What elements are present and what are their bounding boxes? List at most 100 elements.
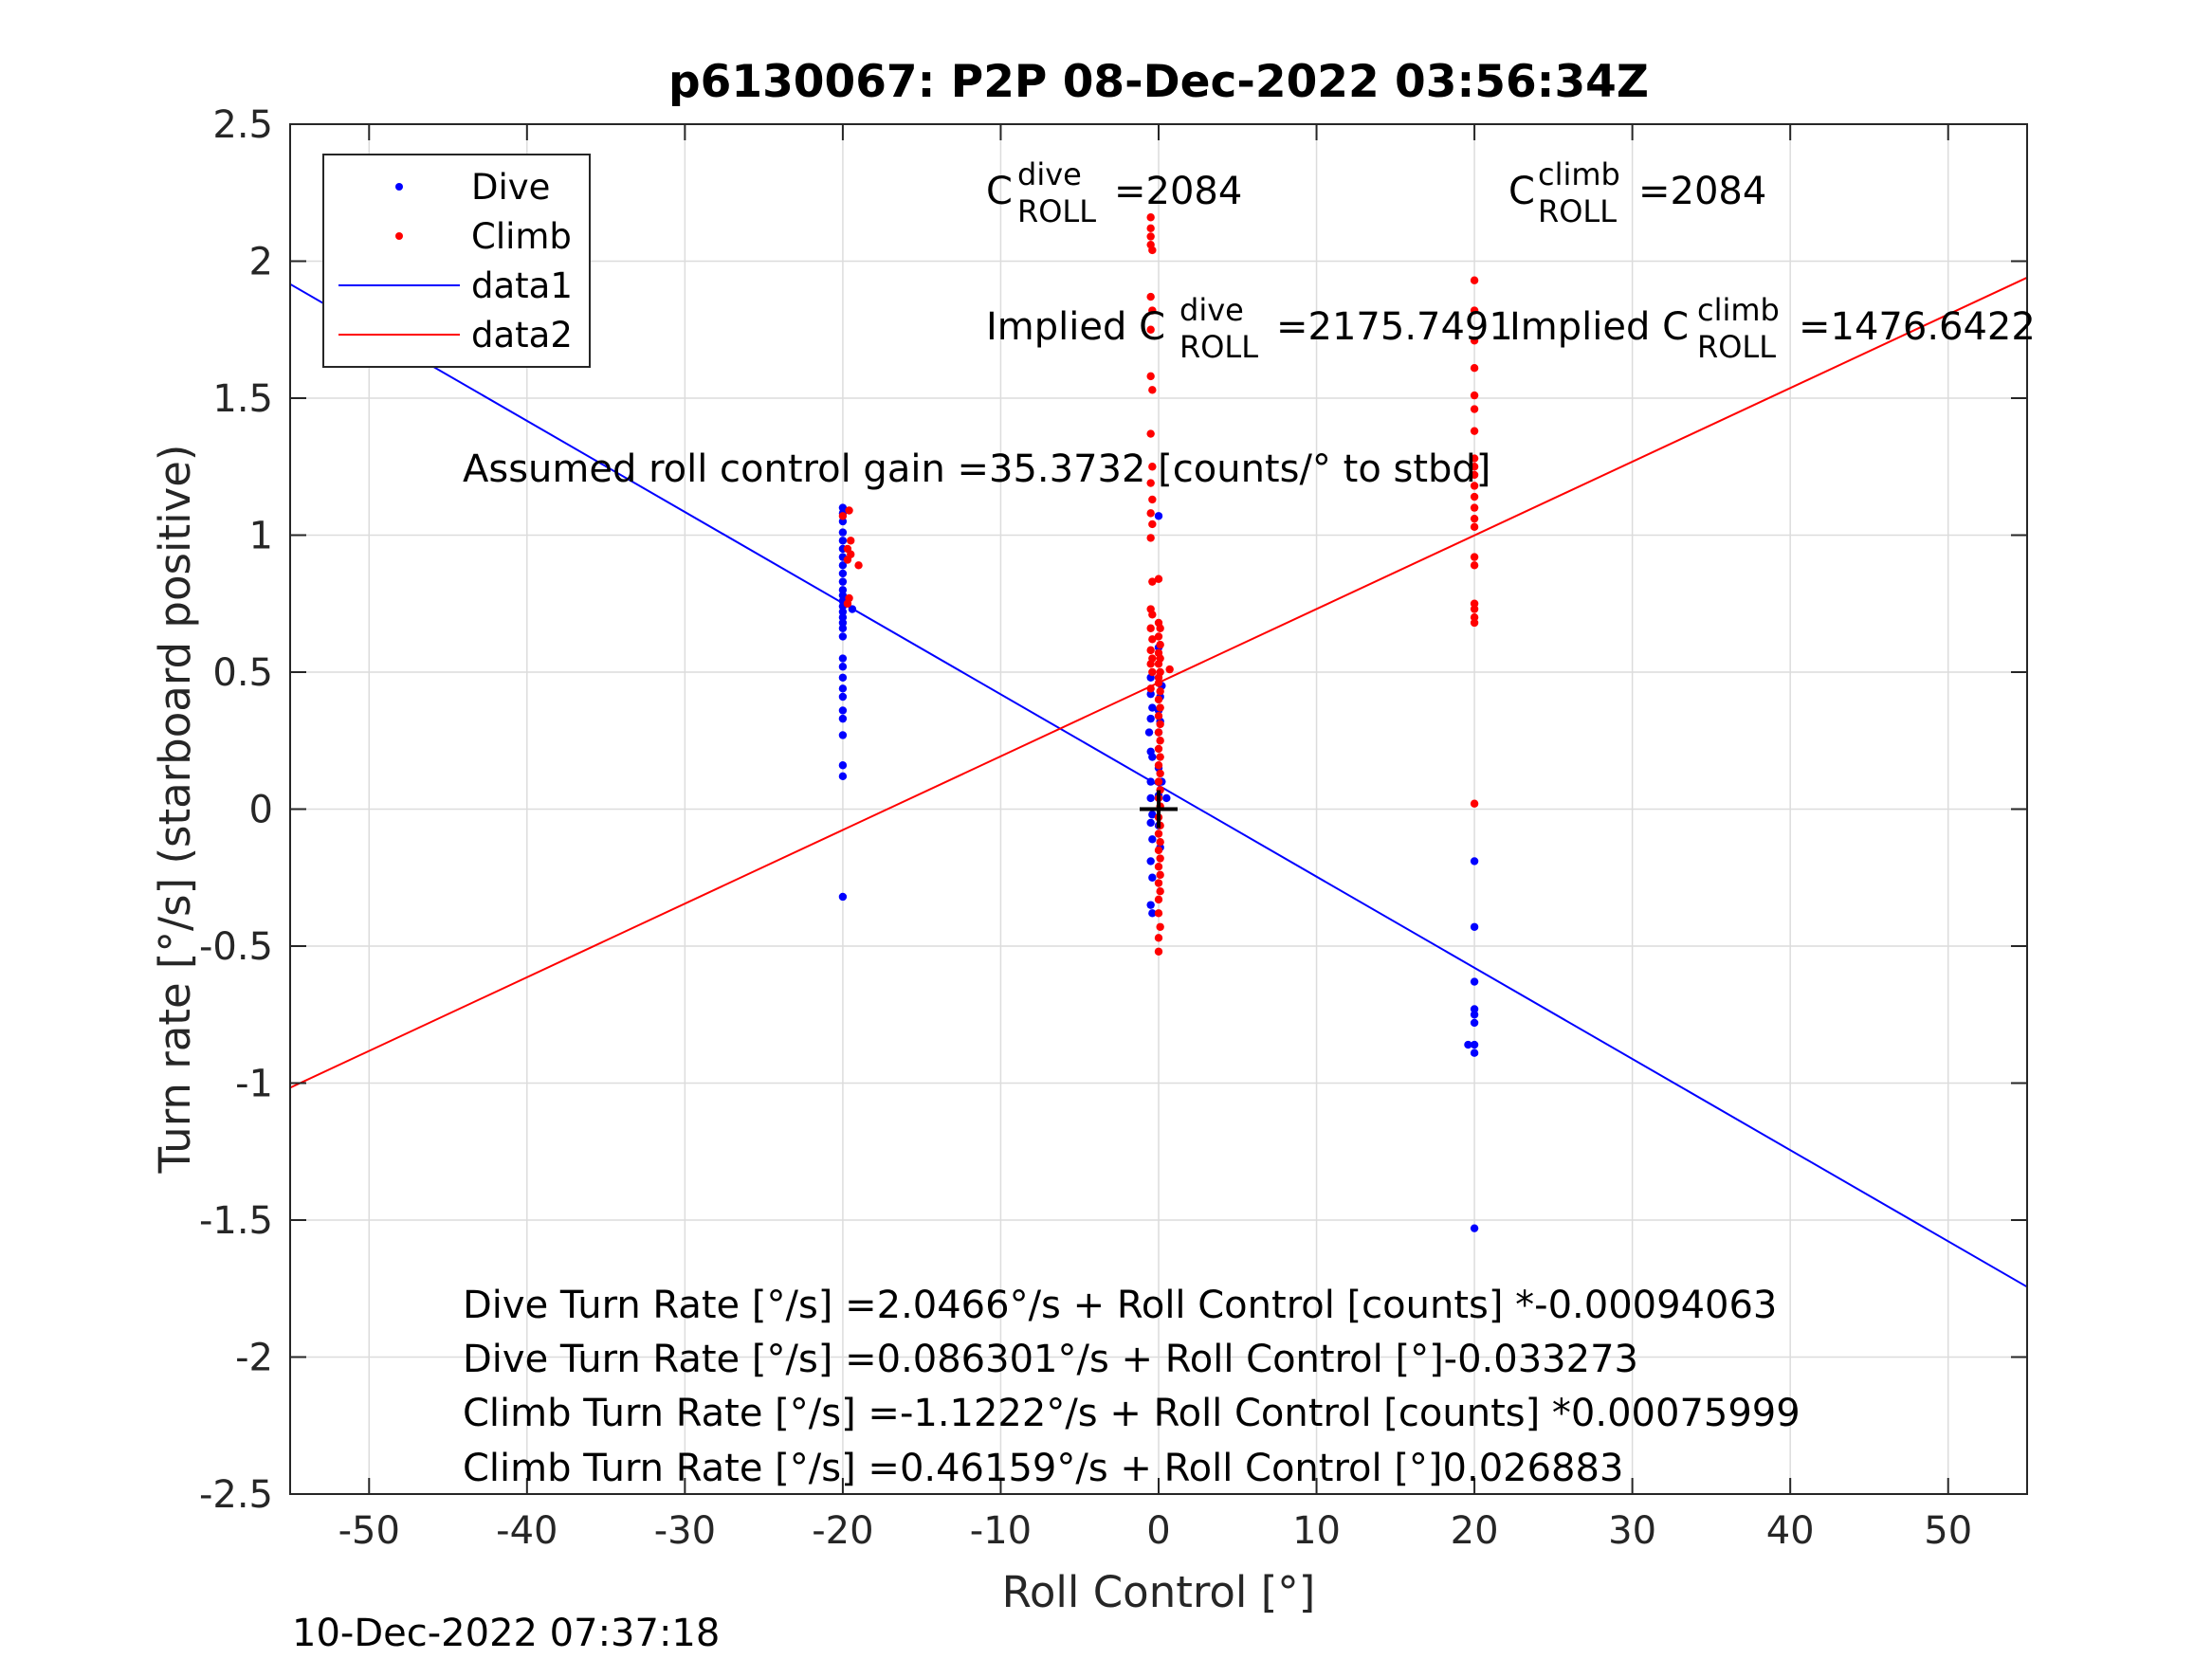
climb-point xyxy=(1470,405,1479,413)
c-climb-sub: ROLL xyxy=(1538,193,1617,229)
dive-point xyxy=(1162,793,1171,803)
c-dive-sub: ROLL xyxy=(1017,193,1096,229)
climb-point xyxy=(1154,712,1163,720)
climb-point xyxy=(1470,618,1479,628)
climb-point xyxy=(1156,753,1164,761)
climb-point xyxy=(1148,495,1157,504)
x-tick-label: 30 xyxy=(1608,1509,1656,1553)
x-tick-label: 40 xyxy=(1766,1509,1815,1553)
dive-point xyxy=(1148,873,1157,882)
climb-point xyxy=(1470,799,1479,808)
climb-point xyxy=(1148,577,1157,586)
legend: Dive Climb data1 data2 xyxy=(322,154,591,368)
climb-point xyxy=(1154,728,1163,737)
x-tick-label: 10 xyxy=(1292,1509,1341,1553)
dive-point xyxy=(838,761,848,770)
climb-point xyxy=(1154,695,1163,704)
climb-point xyxy=(1470,391,1479,400)
implied-dive-sup: dive xyxy=(1179,292,1244,328)
dive-point xyxy=(1148,703,1157,712)
climb-point xyxy=(1154,934,1163,942)
climb-point xyxy=(1156,887,1164,896)
dive-point xyxy=(1144,728,1154,737)
dive-point xyxy=(1470,922,1479,931)
dive-point xyxy=(838,892,848,902)
climb-point xyxy=(1148,520,1157,529)
climb-point xyxy=(1154,660,1163,668)
climb-point xyxy=(1470,561,1479,570)
dive-point xyxy=(838,608,848,616)
x-tick-label: -10 xyxy=(970,1509,1032,1553)
axis-ticks xyxy=(290,123,2027,1495)
x-tick-label: -30 xyxy=(654,1509,716,1553)
dive-point xyxy=(838,663,848,671)
climb-point xyxy=(1470,463,1479,471)
climb-point xyxy=(1154,909,1163,918)
climb-point xyxy=(1154,862,1163,871)
dive-point xyxy=(1146,714,1155,723)
climb-point xyxy=(1470,522,1479,532)
dive-point xyxy=(1146,793,1155,803)
x-tick-label: 0 xyxy=(1146,1509,1170,1553)
climb-point xyxy=(1154,846,1163,855)
climb-point xyxy=(1470,553,1479,561)
dive-point xyxy=(838,569,848,578)
c-dive-value: =2084 xyxy=(1114,170,1242,213)
y-tick-label: 0.5 xyxy=(212,651,273,695)
dive-point xyxy=(1154,512,1163,520)
y-tick-label: -2.5 xyxy=(199,1473,273,1517)
legend-data2-label: data2 xyxy=(471,315,573,356)
chart-title: p6130067: P2P 08-Dec-2022 03:56:34Z xyxy=(668,56,1649,108)
y-tick-label: -2 xyxy=(235,1337,273,1380)
fit-line-1: Dive Turn Rate [°/s] =2.0466°/s + Roll C… xyxy=(463,1284,1777,1327)
climb-point xyxy=(1470,276,1479,284)
dive-point xyxy=(838,632,848,641)
dive-point xyxy=(1146,818,1155,828)
dive-point xyxy=(1470,1005,1479,1013)
c-dive-base: C xyxy=(986,170,1013,213)
dive-point xyxy=(1470,1018,1479,1028)
implied-climb-prefix: Implied C xyxy=(1509,305,1689,349)
dive-point xyxy=(838,692,848,702)
y-tick-label: -0.5 xyxy=(199,925,273,969)
climb-point xyxy=(1146,684,1155,693)
fit-line-2: Dive Turn Rate [°/s] =0.086301°/s + Roll… xyxy=(463,1338,1638,1381)
climb-point xyxy=(1148,306,1157,315)
dive-point xyxy=(838,772,848,781)
dive-point xyxy=(1146,857,1155,866)
dive-point xyxy=(1470,1048,1479,1057)
climb-point xyxy=(1146,213,1155,222)
climb-point xyxy=(1154,673,1163,682)
dive-point xyxy=(1148,753,1157,761)
climb-point xyxy=(1156,640,1164,649)
dive-point xyxy=(1470,857,1479,866)
climb-point xyxy=(1165,665,1174,674)
y-tick-label: 2.5 xyxy=(212,103,273,147)
climb-point xyxy=(1156,769,1164,778)
dive-point xyxy=(1470,977,1479,986)
dive-point xyxy=(1470,1011,1479,1019)
climb-point xyxy=(1146,325,1155,334)
climb-point xyxy=(838,512,848,520)
x-tick-label: 50 xyxy=(1924,1509,1972,1553)
annotation-c-roll-dive: C dive ROLL =2084 xyxy=(986,156,1242,229)
climb-point xyxy=(1154,895,1163,904)
climb-point xyxy=(1146,372,1155,381)
climb-point xyxy=(1154,632,1163,641)
fit-line-3: Climb Turn Rate [°/s] =-1.1222°/s + Roll… xyxy=(463,1392,1801,1435)
climb-point xyxy=(1154,574,1163,583)
dive-point xyxy=(838,673,848,682)
climb-point xyxy=(1154,679,1163,687)
climb-point xyxy=(1470,470,1479,480)
y-tick-label: -1 xyxy=(235,1063,273,1106)
climb-point xyxy=(1156,737,1164,745)
climb-point xyxy=(847,537,855,545)
footer-timestamp: 10-Dec-2022 07:37:18 xyxy=(292,1612,720,1655)
climb-point xyxy=(1470,599,1479,608)
climb-point xyxy=(1470,306,1479,315)
climb-point xyxy=(1470,613,1479,622)
climb-point xyxy=(1148,463,1157,471)
climb-point xyxy=(1146,479,1155,487)
y-axis-label: Turn rate [°/s] (starboard positive) xyxy=(150,445,200,1175)
